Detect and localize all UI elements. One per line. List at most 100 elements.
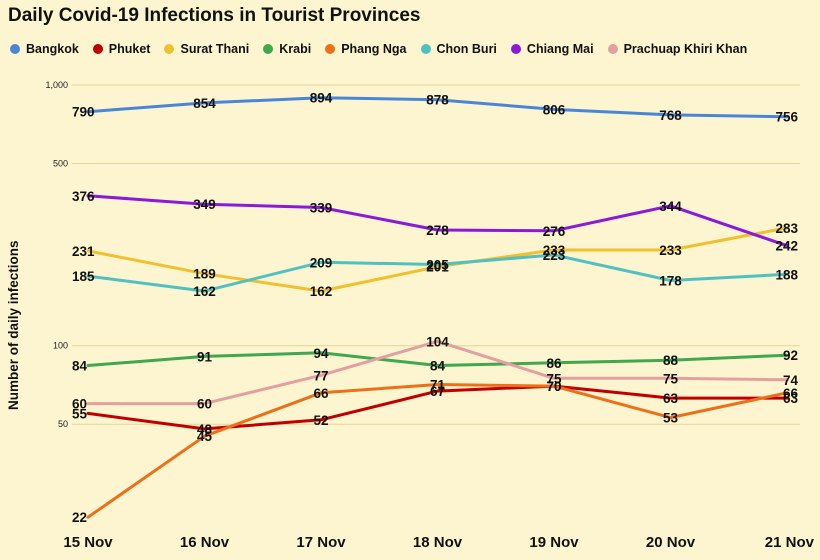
- chart-title: Daily Covid-19 Infections in Tourist Pro…: [8, 5, 421, 26]
- legend-item-bangkok: Bangkok: [10, 42, 79, 56]
- data-label: 52: [313, 413, 328, 428]
- data-label: 894: [310, 91, 333, 106]
- x-tick-label: 17 Nov: [296, 534, 346, 551]
- legend-label: Phang Nga: [341, 42, 407, 56]
- legend-swatch: [92, 44, 103, 54]
- data-label: 178: [659, 274, 682, 289]
- x-tick-label: 16 Nov: [180, 534, 230, 551]
- legend-item-phang-nga: Phang Nga: [325, 42, 407, 56]
- legend-item-phuket: Phuket: [92, 42, 151, 56]
- chart-legend: Bangkok Phuket Surat Thani Krabi Phang Nga Ch…: [10, 42, 815, 56]
- data-label: 233: [659, 243, 682, 258]
- data-label: 768: [659, 108, 682, 123]
- data-label: 189: [193, 267, 216, 282]
- series-line-bangkok: [86, 96, 789, 119]
- data-labels: 790 854 894 878 806 768 756 55 48 52 67 70 63 63 231 18…: [72, 91, 798, 526]
- data-label: 344: [659, 199, 682, 214]
- data-label: 75: [546, 371, 562, 386]
- data-label: 70: [546, 379, 561, 394]
- data-label: 349: [193, 197, 216, 212]
- x-tick-label: 20 Nov: [646, 534, 696, 551]
- data-label: 70: [546, 379, 561, 394]
- data-label: 205: [426, 258, 449, 273]
- series-line-surat-thani: [86, 226, 789, 293]
- series-line-chon-buri: [86, 253, 789, 293]
- legend-item-prachuap-khiri-khan: Prachuap Khiri Khan: [607, 42, 748, 56]
- data-label: 71: [430, 378, 446, 393]
- data-label: 233: [543, 243, 566, 258]
- data-label: 88: [663, 353, 679, 368]
- legend-label: Phuket: [108, 42, 151, 56]
- legend-swatch: [607, 44, 618, 54]
- data-label: 339: [310, 201, 333, 216]
- data-label: 66: [783, 386, 799, 401]
- legend-item-chon-buri: Chon Buri: [420, 42, 497, 56]
- y-tick-label: 50: [58, 419, 68, 429]
- legend-swatch: [325, 44, 336, 54]
- data-label: 188: [775, 267, 798, 282]
- data-label: 209: [310, 255, 333, 270]
- data-label: 242: [775, 239, 798, 254]
- data-label: 55: [72, 406, 88, 421]
- data-label: 84: [72, 359, 88, 374]
- data-label: 77: [313, 368, 328, 383]
- y-tick-label: 1,000: [45, 80, 68, 90]
- data-label: 60: [72, 397, 87, 412]
- data-label: 63: [663, 391, 679, 406]
- data-label: 91: [197, 349, 213, 364]
- data-label: 185: [72, 269, 95, 284]
- data-label: 201: [426, 260, 449, 275]
- data-label: 53: [663, 411, 679, 426]
- data-label: 86: [546, 356, 562, 371]
- series-line-chiang-mai: [86, 194, 789, 248]
- data-label: 790: [72, 105, 95, 120]
- data-label: 278: [426, 223, 449, 238]
- legend-swatch: [420, 44, 431, 54]
- data-label: 806: [543, 102, 566, 117]
- x-tick-label: 15 Nov: [63, 534, 113, 551]
- series-lines: [86, 96, 789, 519]
- data-label: 162: [310, 284, 333, 299]
- data-label: 283: [775, 221, 798, 236]
- data-label: 74: [783, 373, 799, 388]
- legend-label: Krabi: [279, 42, 312, 56]
- data-label: 84: [430, 359, 446, 374]
- legend-swatch: [10, 44, 20, 54]
- data-label: 276: [543, 224, 566, 239]
- x-tick-label: 21 Nov: [765, 534, 815, 551]
- data-label: 60: [197, 397, 212, 412]
- data-label: 104: [426, 334, 449, 349]
- data-label: 75: [663, 371, 679, 386]
- data-label: 63: [783, 391, 799, 406]
- data-label: 162: [193, 284, 216, 299]
- legend-label: Surat Thani: [180, 42, 250, 56]
- data-label: 878: [426, 93, 449, 108]
- data-label: 48: [197, 422, 213, 437]
- data-label: 22: [72, 510, 87, 525]
- data-label: 756: [775, 110, 798, 125]
- legend-label: Prachuap Khiri Khan: [623, 42, 748, 56]
- x-tick-label: 19 Nov: [529, 534, 579, 551]
- data-label: 854: [193, 96, 216, 111]
- legend-item-chiang-mai: Chiang Mai: [510, 42, 594, 56]
- legend-label: Chiang Mai: [526, 42, 594, 56]
- legend-swatch: [510, 44, 521, 54]
- data-label: 66: [313, 386, 329, 401]
- x-tick-label: 18 Nov: [413, 534, 463, 551]
- series-line-prachuap-khiri-khan: [86, 339, 789, 406]
- data-label: 376: [72, 189, 95, 204]
- legend-label: Bangkok: [26, 42, 79, 56]
- legend-item-surat-thani: Surat Thani: [164, 42, 249, 56]
- series-line-phang-nga: [86, 383, 789, 519]
- legend-swatch: [164, 44, 175, 54]
- data-label: 223: [543, 248, 566, 263]
- y-tick-label: 100: [53, 341, 68, 351]
- legend-swatch: [263, 44, 274, 54]
- data-label: 94: [313, 346, 329, 361]
- legend-label: Chon Buri: [436, 42, 497, 56]
- series-line-phuket: [86, 384, 789, 431]
- data-label: 231: [72, 244, 95, 259]
- data-label: 45: [197, 429, 213, 444]
- data-label: 67: [430, 384, 445, 399]
